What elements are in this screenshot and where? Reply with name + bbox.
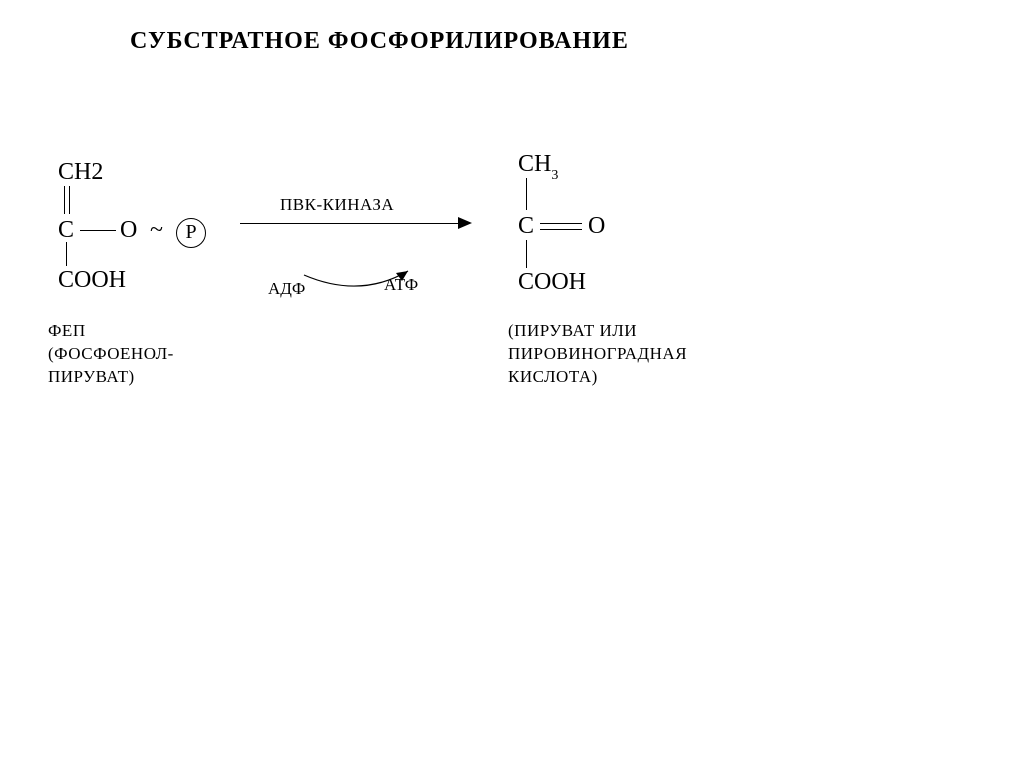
bond-c-cooh-left xyxy=(66,242,67,266)
molecule-right: CH3 C O COOH xyxy=(518,152,718,332)
bond-double-left-r xyxy=(69,186,70,214)
bond-c-cooh-right xyxy=(526,240,527,268)
cofactor-out-label: АТФ xyxy=(384,275,418,295)
right-group-ch3: CH3 xyxy=(518,152,558,181)
page: СУБСТРАТНОЕ ФОСФОРИЛИРОВАНИЕ CH2 C O ~ P… xyxy=(0,0,1024,768)
bond-double-left-l xyxy=(64,186,65,214)
bond-c-o-right-bot xyxy=(540,229,582,230)
left-molecule-caption: ФЕП (ФОСФОЕНОЛ- ПИРУВАТ) xyxy=(48,320,174,389)
reaction-arrow-region: ПВК-КИНАЗА АДФ АТФ xyxy=(240,195,490,295)
cap-right-line1: (ПИРУВАТ ИЛИ xyxy=(508,320,687,343)
cap-right-line3: КИСЛОТА) xyxy=(508,366,687,389)
right-center-c: C xyxy=(518,214,534,238)
left-oxygen: O xyxy=(120,218,137,242)
right-group-ch3-base: CH xyxy=(518,151,551,177)
reaction-arrow-line xyxy=(240,223,460,224)
right-molecule-caption: (ПИРУВАТ ИЛИ ПИРОВИНОГРАДНАЯ КИСЛОТА) xyxy=(508,320,687,389)
left-phosphate-circled: P xyxy=(176,218,206,248)
left-center-c: C xyxy=(58,218,74,242)
cap-right-line2: ПИРОВИНОГРАДНАЯ xyxy=(508,343,687,366)
bond-ch3-c-right xyxy=(526,178,527,210)
right-group-cooh: COOH xyxy=(518,270,586,294)
page-title: СУБСТРАТНОЕ ФОСФОРИЛИРОВАНИЕ xyxy=(130,28,629,55)
enzyme-label: ПВК-КИНАЗА xyxy=(280,195,394,215)
cap-left-line2: (ФОСФОЕНОЛ- xyxy=(48,343,174,366)
left-group-ch2: CH2 xyxy=(58,160,103,184)
left-tilde: ~ xyxy=(150,218,163,242)
right-group-ch3-sub: 3 xyxy=(551,168,558,183)
cap-left-line1: ФЕП xyxy=(48,320,174,343)
cap-left-line3: ПИРУВАТ) xyxy=(48,366,174,389)
right-oxygen: O xyxy=(588,214,605,238)
reaction-arrow-head xyxy=(458,217,472,229)
left-group-cooh: COOH xyxy=(58,268,126,292)
bond-c-o-right-top xyxy=(540,223,582,224)
bond-c-o-left xyxy=(80,230,116,231)
molecule-left: CH2 C O ~ P COOH xyxy=(58,160,258,330)
cofactor-in-label: АДФ xyxy=(268,279,305,299)
